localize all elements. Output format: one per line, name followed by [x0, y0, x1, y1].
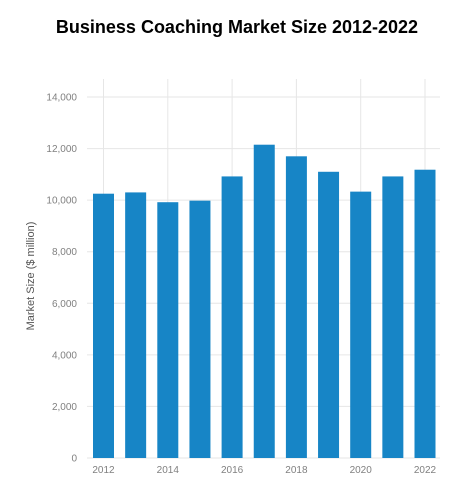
x-tick-label: 2020: [350, 465, 373, 476]
bar-2013: [125, 192, 147, 458]
y-tick-label: 14,000: [46, 93, 77, 104]
bar-2019: [318, 171, 340, 458]
chart-title: Business Coaching Market Size 2012-2022: [55, 17, 419, 37]
bar-2016: [221, 176, 243, 459]
y-tick-label: 0: [71, 454, 77, 465]
x-tick-label: 2018: [285, 465, 308, 476]
y-tick-label: 6,000: [52, 299, 77, 310]
bar-2014: [157, 202, 179, 458]
y-tick-label: 4,000: [52, 350, 77, 361]
y-tick-label: 8,000: [52, 247, 77, 258]
y-tick-label: 2,000: [52, 402, 77, 413]
x-axis-ticks: 2012 2014 2016 2018 2020 2022: [92, 465, 436, 476]
y-axis-ticks: 0 2,000 4,000 6,000 8,000 10,000 12,000 14,000: [46, 93, 77, 465]
bar-2020: [350, 191, 372, 458]
bar-2018: [285, 156, 307, 459]
x-tick-label: 2016: [221, 465, 244, 476]
bar-2012: [93, 193, 114, 459]
x-tick-label: 2022: [414, 465, 437, 476]
y-tick-label: 12,000: [46, 144, 77, 155]
bar-2015: [189, 200, 211, 458]
bar-2021: [382, 176, 404, 459]
y-tick-label: 10,000: [46, 196, 77, 207]
bar-2017: [253, 144, 275, 459]
x-tick-label: 2012: [92, 465, 115, 476]
bar-2022: [414, 169, 436, 459]
bars: [93, 144, 436, 459]
x-tick-label: 2014: [157, 465, 180, 476]
y-axis-title: Market Size ($ million): [25, 222, 37, 331]
